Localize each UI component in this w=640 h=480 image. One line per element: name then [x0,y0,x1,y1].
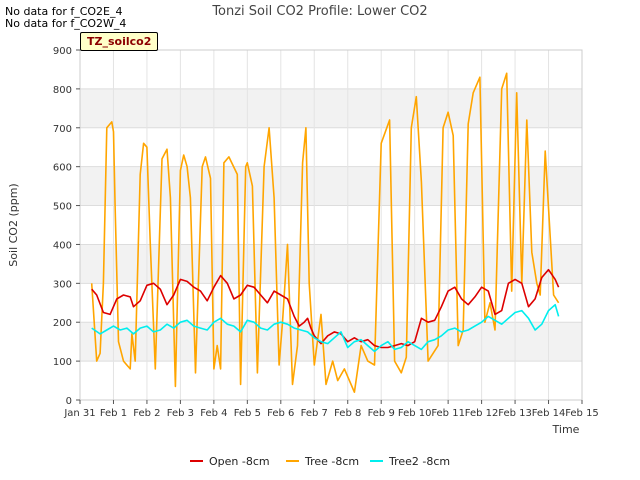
x-tick-label: Feb 3 [167,408,194,419]
no-data-note-1: No data for f_CO2E_4 [5,5,123,18]
x-tick-label: Feb 13 [498,408,532,419]
y-tick-label: 200 [53,318,72,329]
x-tick-label: Feb 15 [565,408,599,419]
chart-legend: Open -8cm Tree -8cm Tree2 -8cm [190,455,450,468]
series-line-tree2-8cm [91,303,560,353]
site-badge: TZ_soilco2 [80,32,159,51]
plot-frame [79,49,583,401]
y-axis-label: Soil CO2 (ppm) [7,183,20,266]
x-tick-label: Feb 6 [267,408,294,419]
x-axis-label: Time [552,423,580,436]
x-tick-label: Feb 2 [133,408,160,419]
plot-lines [90,72,560,394]
series-line-tree-8cm [90,72,560,394]
no-data-note-2: No data for f_CO2W_4 [5,17,127,30]
legend-label-tree2-8cm: Tree2 -8cm [388,455,450,468]
legend-label-open-8cm: Open -8cm [209,455,270,468]
y-tick-label: 900 [53,46,72,57]
y-tick-label: 700 [53,124,72,135]
legend-label-tree-8cm: Tree -8cm [304,455,359,468]
y-tick-label: 800 [53,85,72,96]
x-tick-label: Feb 8 [334,408,361,419]
y-tick-label: 300 [53,279,72,290]
x-tick-label: Feb 4 [200,408,227,419]
y-tick-label: 100 [53,357,72,368]
x-tick-label: Feb 7 [301,408,328,419]
plot-band [80,88,582,128]
x-tick-label: Jan 31 [63,408,95,419]
plot-bands [80,88,582,362]
y-tick-label: 400 [53,240,72,251]
y-tick-label: 600 [53,163,72,174]
x-tick-label: Feb 12 [465,408,499,419]
y-tick-label: 0 [66,396,72,407]
axis-ticks: 0 100 200 300 400 500 600 700 800 900 Jan 31 Feb 1 F… [53,46,599,419]
plot-band [80,166,582,206]
plot-band [80,244,582,284]
x-tick-label: Feb 9 [368,408,395,419]
x-tick-label: Feb 5 [234,408,261,419]
x-tick-label: Feb 14 [532,408,566,419]
x-tick-label: Feb 11 [431,408,465,419]
x-tick-label: Feb 10 [398,408,432,419]
x-tick-label: Feb 1 [100,408,127,419]
chart-title: Tonzi Soil CO2 Profile: Lower CO2 [211,4,427,19]
y-tick-label: 500 [53,202,72,213]
